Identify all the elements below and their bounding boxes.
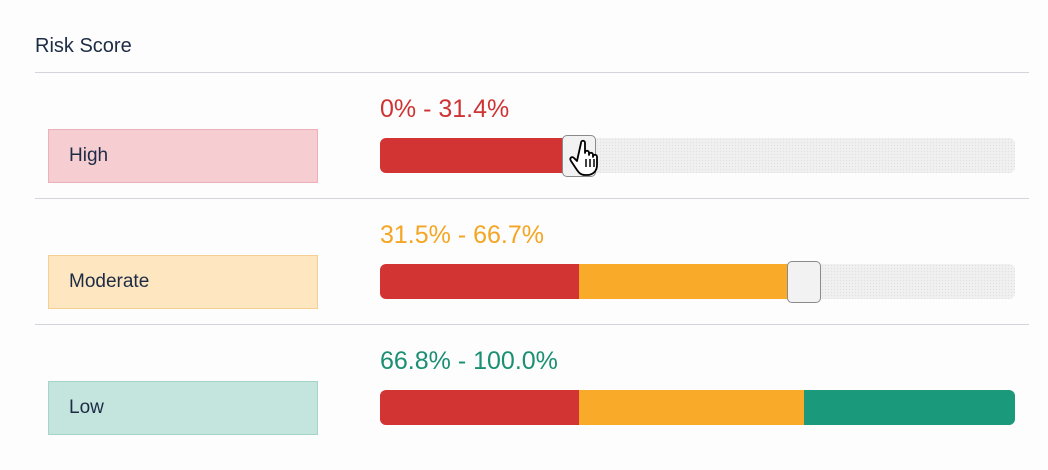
segment-high: [380, 390, 580, 425]
range-text-moderate: 31.5% - 66.7%: [380, 221, 544, 249]
risk-level-label-low: Low: [48, 381, 318, 435]
range-text-high: 0% - 31.4%: [380, 95, 510, 123]
segment-high: [380, 138, 580, 173]
segment-low: [803, 390, 1015, 425]
divider: [35, 324, 1029, 325]
slider-handle-moderate[interactable]: [786, 261, 821, 303]
risk-level-label-high: High: [48, 129, 318, 183]
divider: [35, 72, 1029, 73]
segment-moderate: [579, 264, 804, 299]
risk-row-high: High 0% - 31.4%: [0, 73, 1048, 198]
hand-cursor-icon: [569, 139, 599, 176]
risk-level-label-moderate: Moderate: [48, 255, 318, 309]
slider-track-high[interactable]: [380, 138, 1015, 173]
slider-track-low[interactable]: [380, 390, 1015, 425]
risk-row-low: Low 66.8% - 100.0%: [0, 325, 1048, 450]
slider-track-moderate[interactable]: [380, 264, 1015, 299]
range-text-low: 66.8% - 100.0%: [380, 347, 558, 375]
page-title: Risk Score: [35, 35, 132, 57]
divider: [35, 198, 1029, 199]
segment-high: [380, 264, 580, 299]
segment-moderate: [579, 390, 804, 425]
risk-row-moderate: Moderate 31.5% - 66.7%: [0, 199, 1048, 324]
